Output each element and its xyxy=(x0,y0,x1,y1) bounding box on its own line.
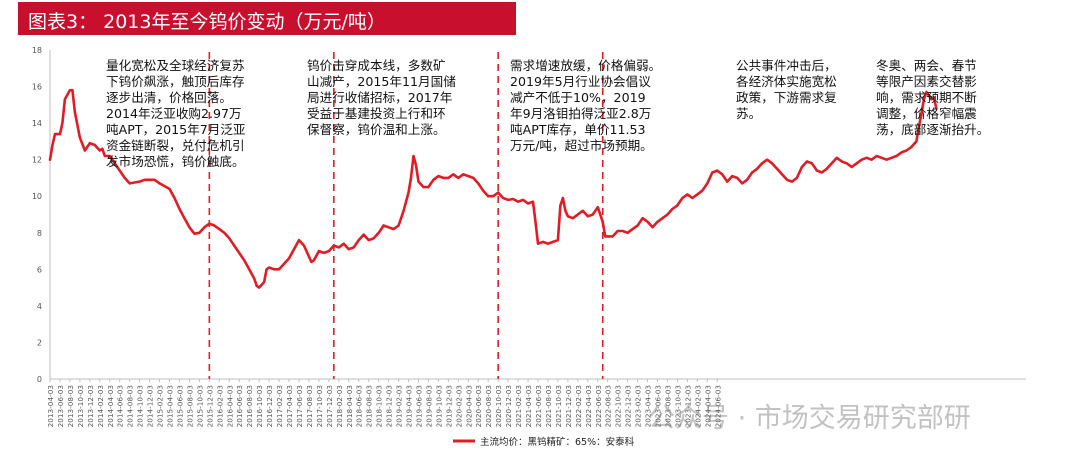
x-tick-label: 2022-06-03 xyxy=(594,385,603,428)
x-tick-label: 2018-08-03 xyxy=(365,385,374,428)
x-tick-label: 2024-06-03 xyxy=(713,385,722,428)
annotation-period-1: 量化宽松及全球经济复苏 下钨价飙涨，触顶后库存 逐步出清，价格回落。 2014年… xyxy=(106,58,246,169)
y-tick-label: 16 xyxy=(32,83,42,92)
x-tick-label: 2023-02-03 xyxy=(634,385,643,428)
x-tick-label: 2021-06-03 xyxy=(534,385,543,428)
x-tick-label: 2022-02-03 xyxy=(574,385,583,428)
x-tick-label: 2016-12-03 xyxy=(265,385,274,428)
x-tick-label: 2019-04-03 xyxy=(405,385,414,428)
y-tick-label: 2 xyxy=(37,338,42,347)
x-tick-label: 2016-08-03 xyxy=(245,385,254,428)
legend: 主流均价：黑钨精矿：65%：安泰科 xyxy=(453,436,635,448)
x-tick-label: 2014-12-03 xyxy=(146,385,155,428)
x-tick-label: 2015-10-03 xyxy=(195,385,204,428)
x-tick-label: 2015-02-03 xyxy=(156,385,165,428)
x-tick-label: 2021-04-03 xyxy=(524,385,533,428)
x-tick-label: 2024-02-03 xyxy=(693,385,702,428)
series-line xyxy=(48,88,938,289)
x-tick-label: 2017-02-03 xyxy=(275,385,284,428)
x-tick-label: 2020-10-03 xyxy=(494,385,503,428)
chart-title: 图表3： 2013年至今钨价变动（万元/吨） xyxy=(28,11,386,33)
title-bar: 图表3： 2013年至今钨价变动（万元/吨） xyxy=(18,2,516,35)
x-tick-label: 2015-12-03 xyxy=(205,385,214,428)
x-tick-label: 2015-06-03 xyxy=(175,385,184,428)
x-tick-label: 2021-10-03 xyxy=(554,385,563,428)
x-tick-label: 2018-02-03 xyxy=(335,385,344,428)
x-tick-label: 2020-02-03 xyxy=(454,385,463,428)
x-tick-label: 2018-04-03 xyxy=(345,385,354,428)
x-tick-label: 2020-04-03 xyxy=(464,385,473,428)
x-tick-label: 2021-08-03 xyxy=(544,385,553,428)
legend-label: 主流均价：黑钨精矿：65%：安泰科 xyxy=(480,436,635,448)
x-tick-label: 2013-04-03 xyxy=(46,385,55,428)
x-tick-label: 2023-08-03 xyxy=(663,385,672,428)
y-tick-label: 6 xyxy=(37,265,42,274)
x-tick-label: 2014-08-03 xyxy=(126,385,135,428)
x-tick-label: 2019-06-03 xyxy=(414,385,423,428)
x-tick-label: 2023-12-03 xyxy=(683,385,692,428)
x-tick-label: 2014-04-03 xyxy=(106,385,115,428)
x-tick-label: 2013-08-03 xyxy=(66,385,75,428)
x-tick-label: 2015-04-03 xyxy=(166,385,175,428)
x-tick-label: 2017-08-03 xyxy=(305,385,314,428)
x-tick-label: 2017-12-03 xyxy=(325,385,334,428)
x-tick-label: 2023-04-03 xyxy=(644,385,653,428)
period-dividers xyxy=(208,52,604,379)
y-tick-label: 12 xyxy=(32,156,42,165)
x-tick-label: 2023-10-03 xyxy=(673,385,682,428)
annotation-period-2: 钨价击穿成本线，多数矿 山减产，2015年11月国储 局进行收储招标，2017年… xyxy=(307,58,456,137)
x-tick-label: 2019-10-03 xyxy=(434,385,443,428)
x-tick-label: 2017-10-03 xyxy=(315,385,324,428)
x-tick-label: 2020-08-03 xyxy=(484,385,493,428)
x-tick-label: 2013-12-03 xyxy=(86,385,95,428)
x-tick-label: 2018-10-03 xyxy=(375,385,384,428)
x-tick-label: 2017-04-03 xyxy=(285,385,294,428)
x-tick-label: 2020-12-03 xyxy=(504,385,513,428)
x-tick-label: 2016-04-03 xyxy=(225,385,234,428)
watermark: 公众号 · 市场交易研究部研 xyxy=(648,403,971,434)
annotation-period-4: 公共事件冲击后， 各经济体实施宽松 政策，下游需求复 苏。 xyxy=(736,58,837,121)
x-tick-label: 2016-06-03 xyxy=(235,385,244,428)
x-tick-label: 2024-04-03 xyxy=(703,385,712,428)
x-tick-label: 2013-06-03 xyxy=(56,385,65,428)
y-tick-label: 18 xyxy=(32,46,42,55)
x-tick-label: 2014-10-03 xyxy=(136,385,145,428)
x-tick-label: 2016-10-03 xyxy=(255,385,264,428)
x-tick-label: 2017-06-03 xyxy=(295,385,304,428)
x-tick-label: 2015-08-03 xyxy=(185,385,194,428)
x-tick-label: 2014-06-03 xyxy=(116,385,125,428)
x-tick-label: 2021-02-03 xyxy=(514,385,523,428)
x-tick-label: 2022-10-03 xyxy=(614,385,623,428)
y-tick-label: 4 xyxy=(37,302,42,311)
y-tick-label: 0 xyxy=(37,375,42,384)
x-tick-label: 2016-02-03 xyxy=(215,385,224,428)
x-tick-label: 2019-12-03 xyxy=(444,385,453,428)
x-tick-label: 2013-10-03 xyxy=(76,385,85,428)
annotation-period-5: 冬奥、两会、春节 等限产因素交替影 响，需求预期不断 调整，价格窄幅震 荡，底部… xyxy=(876,58,990,137)
x-tick-label: 2014-02-03 xyxy=(96,385,105,428)
x-tick-label: 2019-08-03 xyxy=(424,385,433,428)
x-tick-label: 2018-12-03 xyxy=(385,385,394,428)
y-tick-label: 10 xyxy=(32,192,42,201)
x-tick-label: 2022-08-03 xyxy=(604,385,613,428)
x-tick-label: 2019-02-03 xyxy=(395,385,404,428)
x-tick-label: 2022-12-03 xyxy=(624,385,633,428)
x-tick-label: 2020-06-03 xyxy=(474,385,483,428)
annotation-period-3: 需求增速放缓，价格偏弱。 2019年5月行业协会倡议 减产不低于10%，2019… xyxy=(510,58,662,153)
x-tick-label: 2018-06-03 xyxy=(355,385,364,428)
y-tick-label: 14 xyxy=(32,119,42,128)
y-tick-label: 8 xyxy=(37,229,42,238)
x-tick-label: 2023-06-03 xyxy=(654,385,663,428)
x-tick-label: 2021-12-03 xyxy=(564,385,573,428)
series-group xyxy=(48,88,938,289)
x-tick-label: 2022-04-03 xyxy=(584,385,593,428)
